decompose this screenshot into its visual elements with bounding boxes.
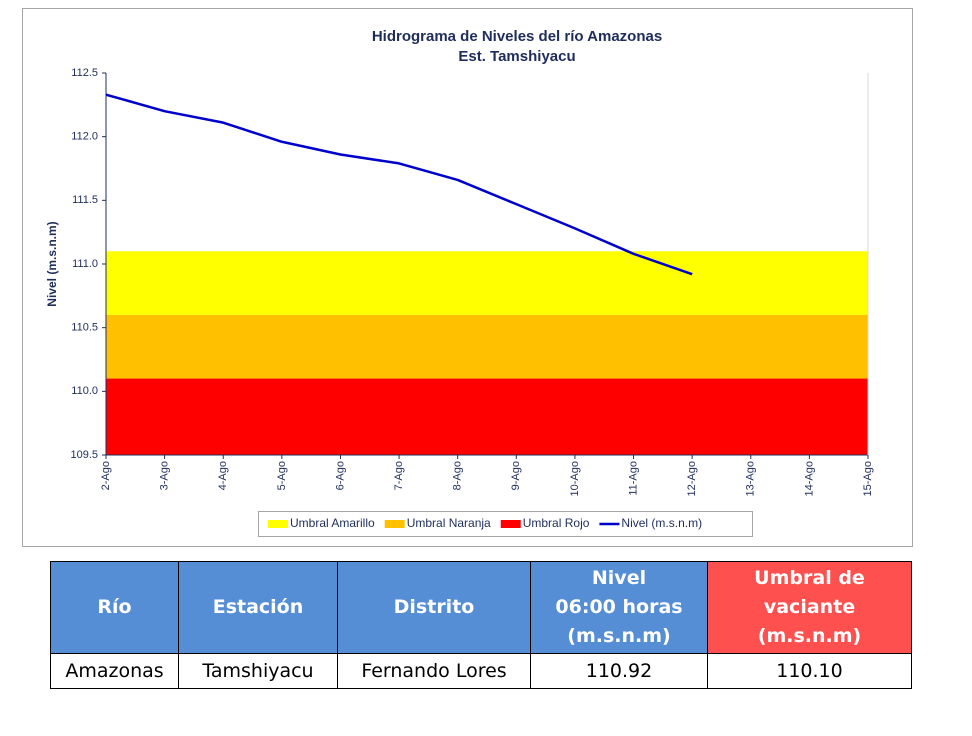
legend-swatch <box>384 520 405 528</box>
data-table: Río Estación Distrito Nivel 06:00 horas … <box>50 561 912 689</box>
y-tick-label: 112.0 <box>71 131 98 143</box>
x-tick-label: 9-Ago <box>510 461 522 490</box>
chart: Hidrograma de Niveles del río Amazonas E… <box>22 8 913 547</box>
header-cell: Nivel 06:00 horas (m.s.n.m) <box>530 561 708 654</box>
y-tick-label: 110.5 <box>71 322 98 334</box>
x-tick-label: 8-Ago <box>452 461 464 490</box>
x-tick-label: 14-Ago <box>803 461 815 496</box>
x-tick-label: 11-Ago <box>627 461 639 496</box>
cell: 110.92 <box>530 653 708 689</box>
chart-title: Hidrograma de Niveles del río Amazonas <box>372 28 662 45</box>
series-line <box>105 93 693 276</box>
x-tick-label: 5-Ago <box>276 461 288 490</box>
legend-label: Umbral Naranja <box>407 516 491 530</box>
y-tick-label: 111.5 <box>72 194 98 206</box>
threshold-band <box>106 251 868 315</box>
cell: Tamshiyacu <box>178 653 338 689</box>
legend-label: Umbral Rojo <box>523 516 590 530</box>
threshold-band <box>106 378 868 455</box>
x-tick-label: 15-Ago <box>862 461 874 496</box>
x-tick-label: 7-Ago <box>393 461 405 490</box>
x-tick-label: 12-Ago <box>686 461 698 496</box>
threshold-band <box>106 314 868 379</box>
header-cell: Estación <box>178 561 338 654</box>
table-row: Amazonas Tamshiyacu Fernando Lores 110.9… <box>50 653 912 689</box>
legend-label: Umbral Amarillo <box>290 516 375 530</box>
legend-label: Nivel (m.s.n.m) <box>621 516 702 530</box>
legend-swatch <box>500 520 521 528</box>
table-header: Río Estación Distrito Nivel 06:00 horas … <box>50 561 912 654</box>
x-tick-label: 3-Ago <box>159 461 171 490</box>
header-cell: Distrito <box>337 561 531 654</box>
y-axis-label: Nivel (m.s.n.m) <box>45 221 59 306</box>
cell: Fernando Lores <box>337 653 531 689</box>
y-tick-label: 112.5 <box>71 67 98 79</box>
x-tick-label: 6-Ago <box>334 461 346 490</box>
legend-swatch <box>268 520 288 528</box>
x-tick-label: 10-Ago <box>569 461 581 496</box>
y-tick-label: 111.0 <box>72 258 98 270</box>
x-tick-label: 4-Ago <box>217 461 229 490</box>
y-tick-label: 109.5 <box>70 449 98 461</box>
y-tick-label: 110.0 <box>71 385 98 397</box>
cell: Amazonas <box>50 653 179 689</box>
x-tick-label: 2-Ago <box>100 461 112 490</box>
x-tick-label: 13-Ago <box>745 461 757 496</box>
header-cell: Río <box>50 561 179 654</box>
cell: 110.10 <box>707 653 912 689</box>
chart-subtitle: Est. Tamshiyacu <box>458 48 575 65</box>
header-cell: Umbral de vaciante (m.s.n.m) <box>707 561 912 654</box>
